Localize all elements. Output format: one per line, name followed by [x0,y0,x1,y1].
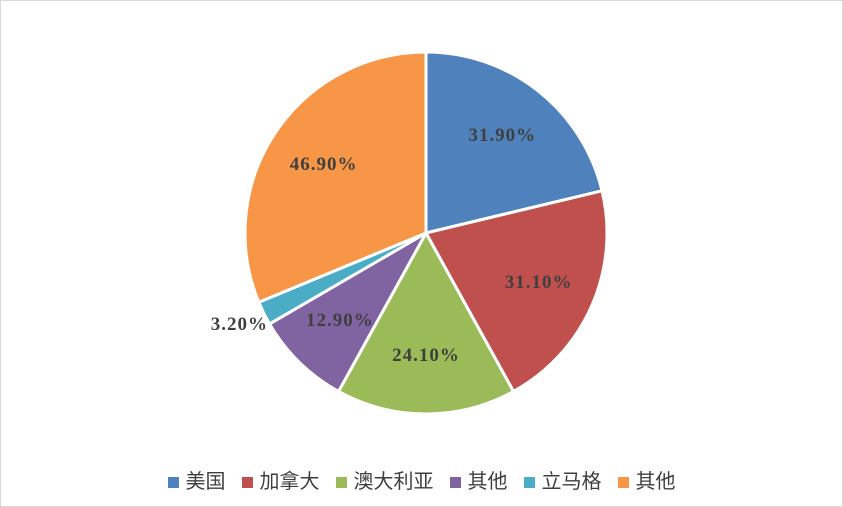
legend-swatch-icon [449,476,461,488]
pie-slice[interactable] [268,231,428,393]
plot-area: 31.90% 31.10% 24.10% 12.90% 3.20% 46.90% [1,1,842,451]
legend-swatch-icon [167,476,179,488]
legend-label: 美国 [185,471,226,493]
legend-label: 澳大利亚 [353,471,434,493]
legend-swatch-icon [617,476,629,488]
legend-item[interactable]: 其他 [449,471,508,493]
legend-item[interactable]: 美国 [167,471,226,493]
legend-label: 立马格 [541,471,602,493]
pie-slice[interactable] [337,231,515,416]
legend-swatch-icon [523,476,535,488]
pie-slice[interactable] [243,50,428,304]
legend-item[interactable]: 其他 [617,471,676,493]
chart-legend: 美国 加拿大 澳大利亚 其他 立马格 其他 [1,472,842,492]
legend-swatch-icon [335,476,347,488]
legend-label: 其他 [467,471,508,493]
legend-label: 加拿大 [259,471,320,493]
legend-item[interactable]: 加拿大 [241,471,320,493]
pie-slice[interactable] [424,50,604,235]
legend-item[interactable]: 立马格 [523,471,602,493]
legend-item[interactable]: 澳大利亚 [335,471,434,493]
legend-label: 其他 [635,471,676,493]
legend-swatch-icon [241,476,253,488]
pie-svg [243,50,609,416]
pie-slice[interactable] [424,189,609,393]
